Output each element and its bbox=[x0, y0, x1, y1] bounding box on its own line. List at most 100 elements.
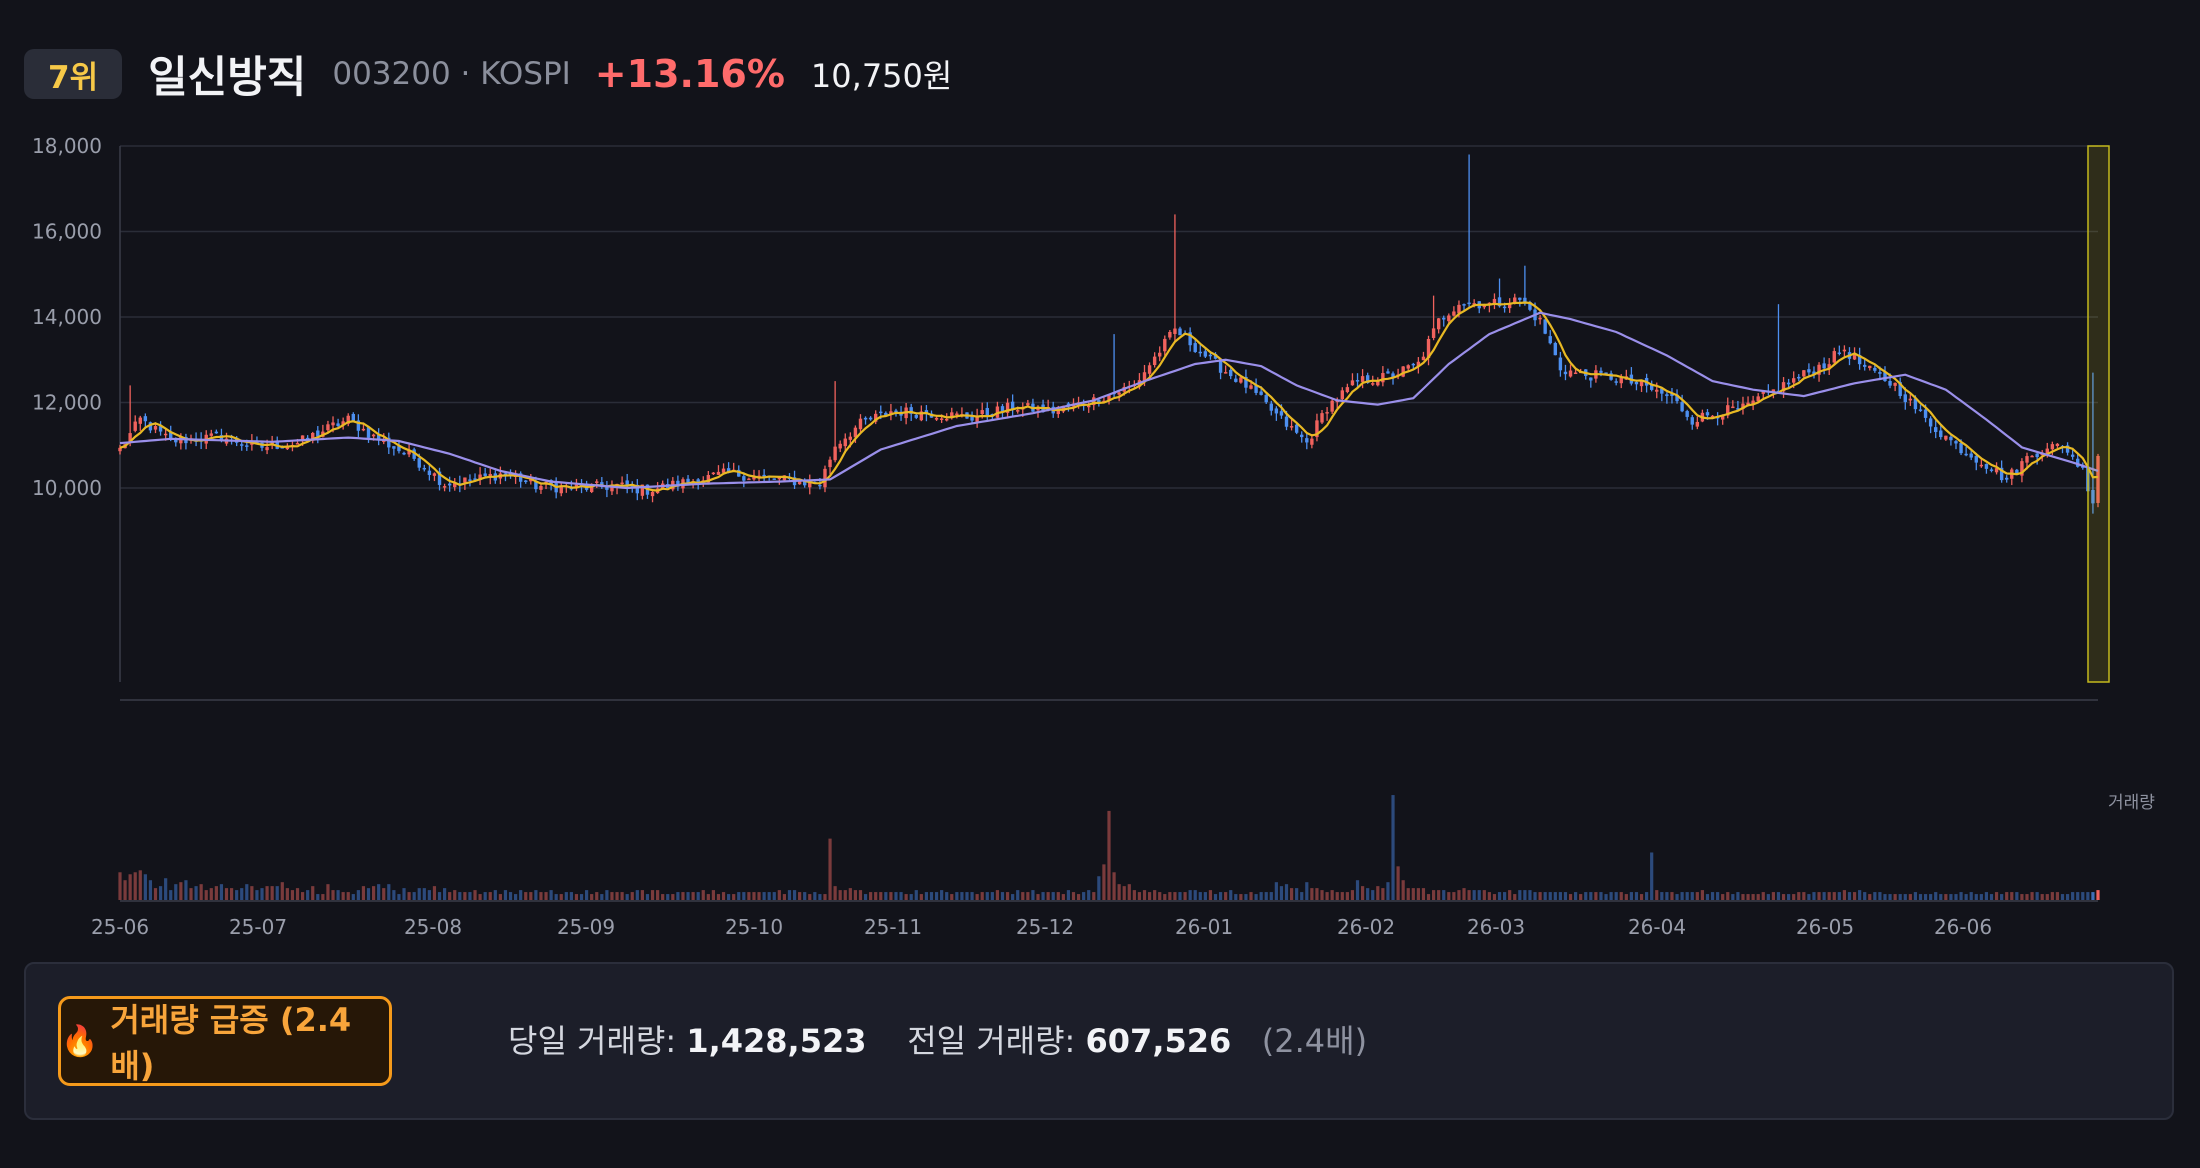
candle-body bbox=[2076, 458, 2080, 467]
volume-bar bbox=[706, 894, 710, 900]
candle-body bbox=[143, 416, 148, 422]
volume-bar bbox=[1477, 890, 1481, 900]
candle-body bbox=[625, 480, 629, 487]
volume-bar bbox=[1345, 892, 1349, 900]
volume-surge-button[interactable]: 🔥 거래량 급증 (2.4배) bbox=[58, 996, 392, 1086]
candle-body bbox=[823, 468, 827, 488]
volume-bar bbox=[1447, 892, 1451, 900]
candle-body bbox=[1284, 416, 1289, 427]
volume-bar bbox=[1518, 890, 1522, 900]
candle-body bbox=[1705, 412, 1710, 416]
candle-body bbox=[371, 434, 376, 437]
stock-name: 일신방직 bbox=[148, 53, 307, 103]
volume-bar bbox=[894, 892, 898, 900]
volume-bar bbox=[1721, 894, 1725, 900]
volume-bar bbox=[1655, 890, 1659, 900]
volume-bar bbox=[777, 890, 781, 900]
candle-body bbox=[1563, 371, 1568, 375]
volume-bar bbox=[1852, 892, 1857, 900]
volume-bar bbox=[306, 890, 310, 900]
volume-bar bbox=[767, 892, 771, 900]
candle-body bbox=[1416, 361, 1421, 367]
volume-bar bbox=[346, 892, 350, 900]
volume-bar bbox=[2076, 892, 2080, 900]
volume-bar bbox=[1401, 880, 1405, 900]
volume-bar bbox=[1827, 892, 1831, 900]
candle-body bbox=[2091, 489, 2095, 504]
volume-bar bbox=[503, 890, 508, 900]
volume-bar bbox=[448, 892, 452, 900]
candle-body bbox=[1229, 369, 1233, 377]
volume-bar bbox=[1097, 876, 1101, 900]
candle-body bbox=[1994, 468, 1999, 473]
candle-body bbox=[1589, 377, 1593, 381]
volume-bar bbox=[1163, 894, 1167, 900]
volume-bar bbox=[1112, 872, 1116, 900]
volume-bar bbox=[1934, 892, 1938, 900]
volume-bar bbox=[1634, 892, 1639, 900]
volume-bar bbox=[432, 886, 437, 900]
candle-body bbox=[1538, 317, 1542, 320]
volume-bar bbox=[1553, 892, 1557, 900]
y-tick-label: 10,000 bbox=[32, 476, 102, 500]
volume-bar bbox=[1092, 892, 1096, 900]
volume-bar bbox=[721, 892, 726, 900]
candle-body bbox=[473, 478, 477, 480]
volume-bar bbox=[640, 890, 644, 900]
candle-body bbox=[240, 444, 244, 446]
candle-body bbox=[524, 480, 528, 482]
candle-body bbox=[361, 428, 366, 431]
volume-bar bbox=[742, 892, 746, 900]
candle-body bbox=[1690, 417, 1694, 425]
candle-body bbox=[2050, 444, 2055, 450]
candle-body bbox=[1107, 394, 1111, 401]
volume-bar bbox=[235, 890, 239, 900]
candle-body bbox=[919, 411, 924, 421]
volume-bar bbox=[656, 890, 660, 900]
candle-body bbox=[1731, 406, 1735, 409]
candle-body bbox=[757, 475, 761, 478]
candle-body bbox=[873, 413, 878, 422]
volume-bar bbox=[1497, 892, 1502, 900]
volume-bar bbox=[1026, 892, 1030, 900]
volume-bar bbox=[331, 890, 335, 900]
candle-body bbox=[726, 468, 731, 473]
volume-bar bbox=[1011, 894, 1015, 900]
candle-body bbox=[1178, 328, 1182, 336]
volume-bar bbox=[1492, 894, 1497, 900]
volume-bar bbox=[199, 884, 203, 900]
candle-body bbox=[331, 422, 335, 426]
volume-bar bbox=[1360, 886, 1365, 900]
volume-bar bbox=[1680, 892, 1684, 900]
candle-body bbox=[488, 474, 492, 477]
candle-body bbox=[716, 471, 721, 475]
volume-bar bbox=[950, 894, 954, 900]
volume-bar bbox=[1629, 892, 1633, 900]
volume-bar bbox=[863, 894, 868, 900]
candle-body bbox=[1305, 438, 1309, 443]
volume-bar bbox=[1132, 890, 1136, 900]
candle-body bbox=[1447, 315, 1451, 322]
candle-body bbox=[833, 446, 837, 461]
volume-bar bbox=[727, 894, 731, 900]
volume-bar bbox=[1964, 894, 1968, 900]
candle-body bbox=[838, 443, 842, 449]
volume-bar bbox=[397, 894, 401, 900]
candle-body bbox=[463, 477, 467, 483]
volume-bar bbox=[1579, 894, 1583, 900]
candle-body bbox=[1639, 380, 1644, 387]
volume-bar bbox=[1437, 890, 1441, 900]
volume-bar bbox=[1416, 888, 1420, 900]
volume-bar bbox=[1305, 882, 1309, 900]
candle-body bbox=[128, 433, 132, 443]
volume-bar bbox=[1426, 894, 1431, 900]
candle-body bbox=[163, 433, 168, 436]
candle-body bbox=[595, 481, 599, 483]
candle-body bbox=[1852, 353, 1857, 360]
volume-bar bbox=[2015, 892, 2019, 900]
volume-bar bbox=[1031, 890, 1035, 900]
volume-bar bbox=[1929, 894, 1933, 900]
candles bbox=[118, 154, 2100, 514]
candle-body bbox=[1614, 381, 1618, 383]
